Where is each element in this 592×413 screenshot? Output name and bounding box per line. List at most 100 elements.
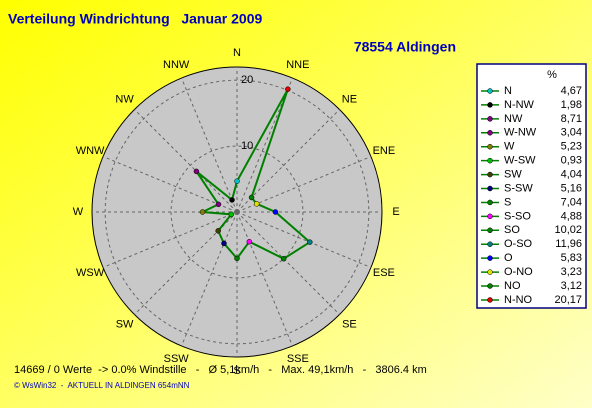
direction-label: SW [116,318,134,330]
legend-label: SO [504,224,520,236]
wind-marker [272,209,279,215]
direction-label: WNW [76,145,105,157]
legend-marker [487,269,493,275]
legend-value: 3,12 [561,280,582,292]
direction-label: SSW [164,353,190,365]
legend-marker [487,199,493,206]
legend-label: S [504,196,511,208]
legend-label: N [504,85,512,97]
wind-marker [285,86,291,92]
legend-value: 3,04 [561,127,582,139]
direction-label: W [73,206,84,218]
direction-label: NNE [286,59,309,71]
legend-value: 4,04 [561,168,582,180]
wind-marker [234,255,240,262]
legend-label: S-SW [504,182,533,194]
spoke [181,211,238,347]
wind-marker [234,178,240,184]
wind-marker [215,228,221,234]
grid-circle [104,79,370,345]
direction-label: ESE [373,267,395,279]
legend-marker [487,283,493,289]
legend-label: NW [504,113,523,125]
direction-label: WSW [76,267,105,279]
legend-label: O-NO [504,266,533,278]
legend-value: 20,17 [554,294,582,306]
spoke [236,156,372,213]
wind-marker [229,197,235,203]
legend-label: SW [504,168,522,180]
legend-marker [487,157,493,164]
chart-subtitle: 78554 Aldingen [354,39,456,55]
direction-label: S [233,365,240,377]
legend-label: S-SO [504,210,531,222]
legend-value: 0,93 [561,155,582,167]
legend-value: 4,67 [561,85,582,97]
legend-marker [487,213,493,220]
r-tick-label: 10 [241,140,253,152]
legend-value: 10,02 [554,224,582,236]
legend-label: O [504,252,513,264]
wind-marker [228,211,235,218]
direction-label: SE [342,318,357,330]
legend-value: 3,23 [561,266,582,278]
legend-marker [487,241,493,247]
wind-marker [193,168,200,175]
spoke [134,109,238,213]
legend-value: 5,83 [561,252,582,264]
direction-label: NE [342,93,357,105]
wind-marker [221,240,227,247]
spoke [236,109,340,213]
legend-label: W-SW [504,155,536,167]
direction-label: SSE [287,353,309,365]
legend-value: 11,96 [555,238,582,250]
legend-label: W [504,141,515,153]
direction-label: ENE [373,145,396,157]
direction-label: NW [115,93,134,105]
wind-marker [253,201,260,207]
legend-title: % [547,69,557,81]
grid-circle [170,145,304,279]
direction-label: N [233,47,241,59]
spoke [181,77,238,213]
legend-value: 5,16 [561,182,582,194]
legend-value: 7,04 [561,196,582,208]
legend-marker [487,130,493,136]
legend-value: 4,88 [561,210,582,222]
spoke [236,211,340,315]
legend-marker [487,255,493,261]
direction-label: E [392,206,399,218]
direction-label: NNW [163,59,190,71]
legend-label: W-NW [504,127,537,139]
wind-marker [246,238,253,245]
legend-marker [487,185,493,192]
wind-marker [280,255,287,262]
legend-marker [487,88,493,94]
credit: © WsWin32 - AKTUELL IN ALDINGEN 654mNN [14,381,190,390]
footer: 14669 / 0 Werte -> 0.0% Windstille - Ø 5… [14,364,427,376]
wind-marker [248,194,255,201]
spoke [236,211,293,347]
legend-label: NO [504,280,521,292]
legend-marker [487,227,493,234]
legend-label: O-SO [504,238,533,250]
spoke [102,211,238,268]
legend-value: 8,71 [561,113,582,125]
legend-value: 5,23 [561,141,582,153]
legend-marker [487,297,493,303]
legend-marker [487,116,493,122]
legend-label: N-NO [504,294,533,306]
spoke [102,156,238,213]
wind-marker [215,201,222,208]
spoke [236,211,372,268]
legend-label: N-NW [504,99,535,111]
legend-marker [487,171,493,178]
legend-marker [487,102,493,108]
legend-value: 1,98 [561,99,582,111]
legend-marker [487,143,493,150]
r-tick-label: 20 [241,74,253,86]
chart-title: Verteilung Windrichtung Januar 2009 [8,11,262,27]
wind-marker [307,239,313,245]
wind-marker [199,209,206,215]
